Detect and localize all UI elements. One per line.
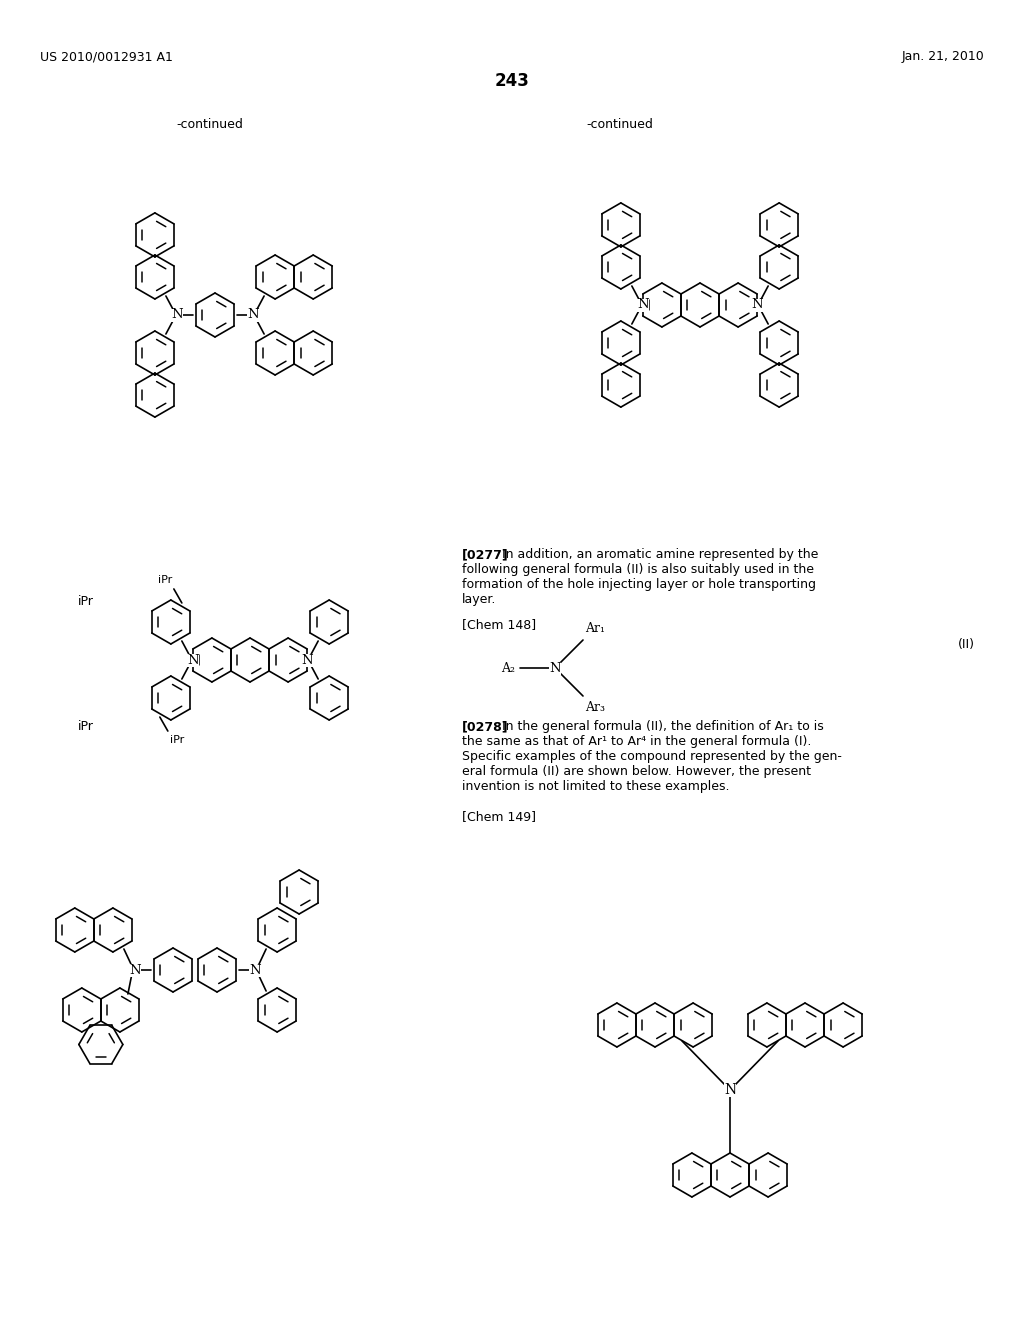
Text: N: N: [249, 964, 261, 977]
Text: layer.: layer.: [462, 593, 497, 606]
Text: eral formula (II) are shown below. However, the present: eral formula (II) are shown below. Howev…: [462, 766, 811, 777]
Text: N: N: [187, 653, 199, 667]
Text: In addition, an aromatic amine represented by the: In addition, an aromatic amine represent…: [502, 548, 818, 561]
Text: Ar₁: Ar₁: [585, 622, 605, 635]
Text: formation of the hole injecting layer or hole transporting: formation of the hole injecting layer or…: [462, 578, 816, 591]
Text: [Chem 148]: [Chem 148]: [462, 618, 537, 631]
Text: Ar₃: Ar₃: [585, 701, 605, 714]
Text: following general formula (II) is also suitably used in the: following general formula (II) is also s…: [462, 564, 814, 576]
Text: 243: 243: [495, 73, 529, 90]
Text: In the general formula (II), the definition of Ar₁ to is: In the general formula (II), the definit…: [502, 719, 823, 733]
Text: -continued: -continued: [176, 117, 244, 131]
Text: US 2010/0012931 A1: US 2010/0012931 A1: [40, 50, 173, 63]
Text: A₂: A₂: [501, 661, 515, 675]
Text: Specific examples of the compound represented by the gen-: Specific examples of the compound repres…: [462, 750, 842, 763]
Text: [0277]: [0277]: [462, 548, 509, 561]
Text: N: N: [301, 653, 313, 667]
Text: N: N: [129, 964, 140, 977]
Text: [Chem 149]: [Chem 149]: [462, 810, 536, 822]
Text: N: N: [549, 661, 561, 675]
Text: [0278]: [0278]: [462, 719, 509, 733]
Text: N: N: [171, 309, 182, 322]
Text: iPr: iPr: [78, 595, 94, 609]
Text: N: N: [247, 309, 259, 322]
Text: Jan. 21, 2010: Jan. 21, 2010: [901, 50, 984, 63]
Text: invention is not limited to these examples.: invention is not limited to these exampl…: [462, 780, 729, 793]
Text: (II): (II): [958, 638, 975, 651]
Text: iPr: iPr: [78, 719, 94, 733]
Text: N: N: [752, 298, 763, 312]
Text: N: N: [637, 298, 648, 312]
Text: iPr: iPr: [158, 576, 172, 585]
Text: N: N: [724, 1082, 736, 1097]
Text: iPr: iPr: [170, 735, 184, 744]
Text: the same as that of Ar¹ to Ar⁴ in the general formula (I).: the same as that of Ar¹ to Ar⁴ in the ge…: [462, 735, 811, 748]
Text: -continued: -continued: [587, 117, 653, 131]
